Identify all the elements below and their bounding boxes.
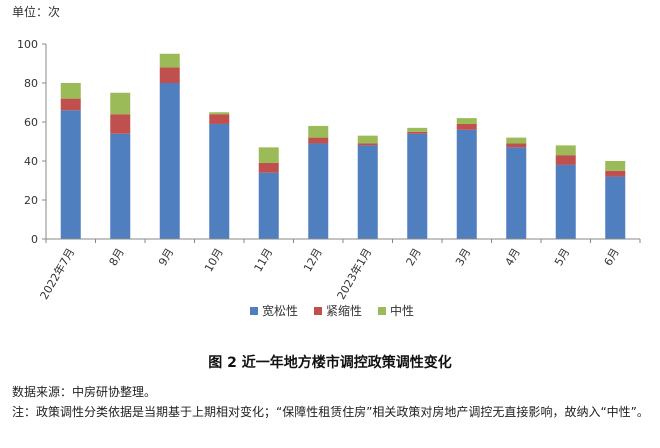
x-tick-label: 8月 (107, 246, 127, 268)
bar-segment-neutral (506, 137, 527, 144)
bar-segment-neutral (159, 53, 180, 68)
legend: 宽松性 紧缩性 中性 (250, 302, 414, 319)
bar-segment-tight (407, 131, 428, 134)
remark-note: 注：政策调性分类依据是当期基于上期相对变化；“保障性租赁住房”相关政策对房地产调… (12, 405, 649, 419)
x-tick-label: 2023年1月 (334, 246, 375, 301)
x-tick-label: 3月 (453, 246, 473, 268)
x-tick-label: 12月 (301, 246, 325, 274)
bar-segment-neutral (456, 118, 477, 124)
bar-segment-loose (506, 147, 527, 239)
bar-segment-loose (60, 110, 81, 239)
bar-segment-tight (357, 143, 378, 146)
bar-segment-loose (357, 145, 378, 239)
legend-item-tight: 紧缩性 (314, 302, 362, 319)
bar-segment-neutral (605, 161, 626, 171)
legend-swatch-tight (314, 306, 323, 315)
y-tick-label: 60 (24, 116, 38, 129)
bar-segment-tight (110, 114, 131, 134)
legend-label-loose: 宽松性 (262, 304, 299, 318)
bar-segment-tight (209, 114, 230, 124)
bar-segment-tight (159, 67, 180, 83)
bar-segment-neutral (357, 135, 378, 144)
x-tick-label: 11月 (252, 246, 276, 274)
figure-caption: 图 2 近一年地方楼市调控政策调性变化 (208, 355, 452, 371)
bar-segment-neutral (555, 145, 576, 156)
bar-segment-loose (308, 143, 329, 239)
x-tick-label: 5月 (552, 246, 572, 268)
bar-segment-neutral (407, 127, 428, 132)
bar-segment-loose (110, 133, 131, 239)
bar-segment-neutral (60, 83, 81, 99)
x-tick-label: 2022年7月 (37, 246, 78, 301)
x-tick-label: 2月 (404, 246, 424, 268)
bars (60, 53, 626, 239)
legend-swatch-loose (250, 306, 258, 315)
bar-segment-loose (456, 129, 477, 239)
bar-segment-loose (159, 83, 180, 239)
legend-label-tight: 紧缩性 (326, 304, 363, 318)
bar-segment-tight (555, 155, 576, 165)
y-tick-label: 80 (24, 77, 38, 90)
bar-segment-tight (605, 170, 626, 177)
data-source-note: 数据来源：中房研协整理。 (12, 385, 157, 399)
x-tick-label: 10月 (202, 246, 226, 274)
y-axis: 0 20 40 60 80 100 (17, 38, 47, 246)
unit-label: 单位：次 (12, 4, 60, 19)
bar-segment-tight (456, 123, 477, 130)
bar-segment-tight (258, 162, 279, 173)
legend-item-neutral: 中性 (378, 302, 414, 319)
bar-segment-loose (258, 172, 279, 239)
x-tick-label: 4月 (503, 246, 523, 268)
bar-segment-loose (555, 164, 576, 239)
bar-segment-neutral (110, 92, 131, 115)
legend-swatch-neutral (378, 306, 387, 315)
x-tick-label: 6月 (602, 246, 622, 268)
bar-segment-tight (60, 98, 81, 111)
y-tick-label: 40 (24, 155, 38, 168)
y-tick-label: 20 (24, 194, 38, 207)
bar-segment-loose (605, 176, 626, 239)
bar-segment-neutral (258, 147, 279, 163)
legend-item-loose: 宽松性 (250, 302, 298, 319)
legend-label-neutral: 中性 (390, 304, 415, 318)
bar-segment-loose (407, 133, 428, 239)
bar-segment-tight (308, 137, 329, 144)
bar-segment-loose (209, 123, 230, 239)
x-axis: 2022年7月 8月 9月 10月 11月 12月 2023年1月 2月 3月 4月 5月 6月 (37, 238, 641, 301)
x-tick-label: 9月 (156, 246, 176, 268)
y-tick-label: 100 (17, 38, 38, 51)
bar-segment-neutral (308, 125, 329, 138)
bar-segment-tight (506, 143, 527, 148)
y-tick-label: 0 (31, 233, 38, 246)
bar-segment-neutral (209, 112, 230, 115)
